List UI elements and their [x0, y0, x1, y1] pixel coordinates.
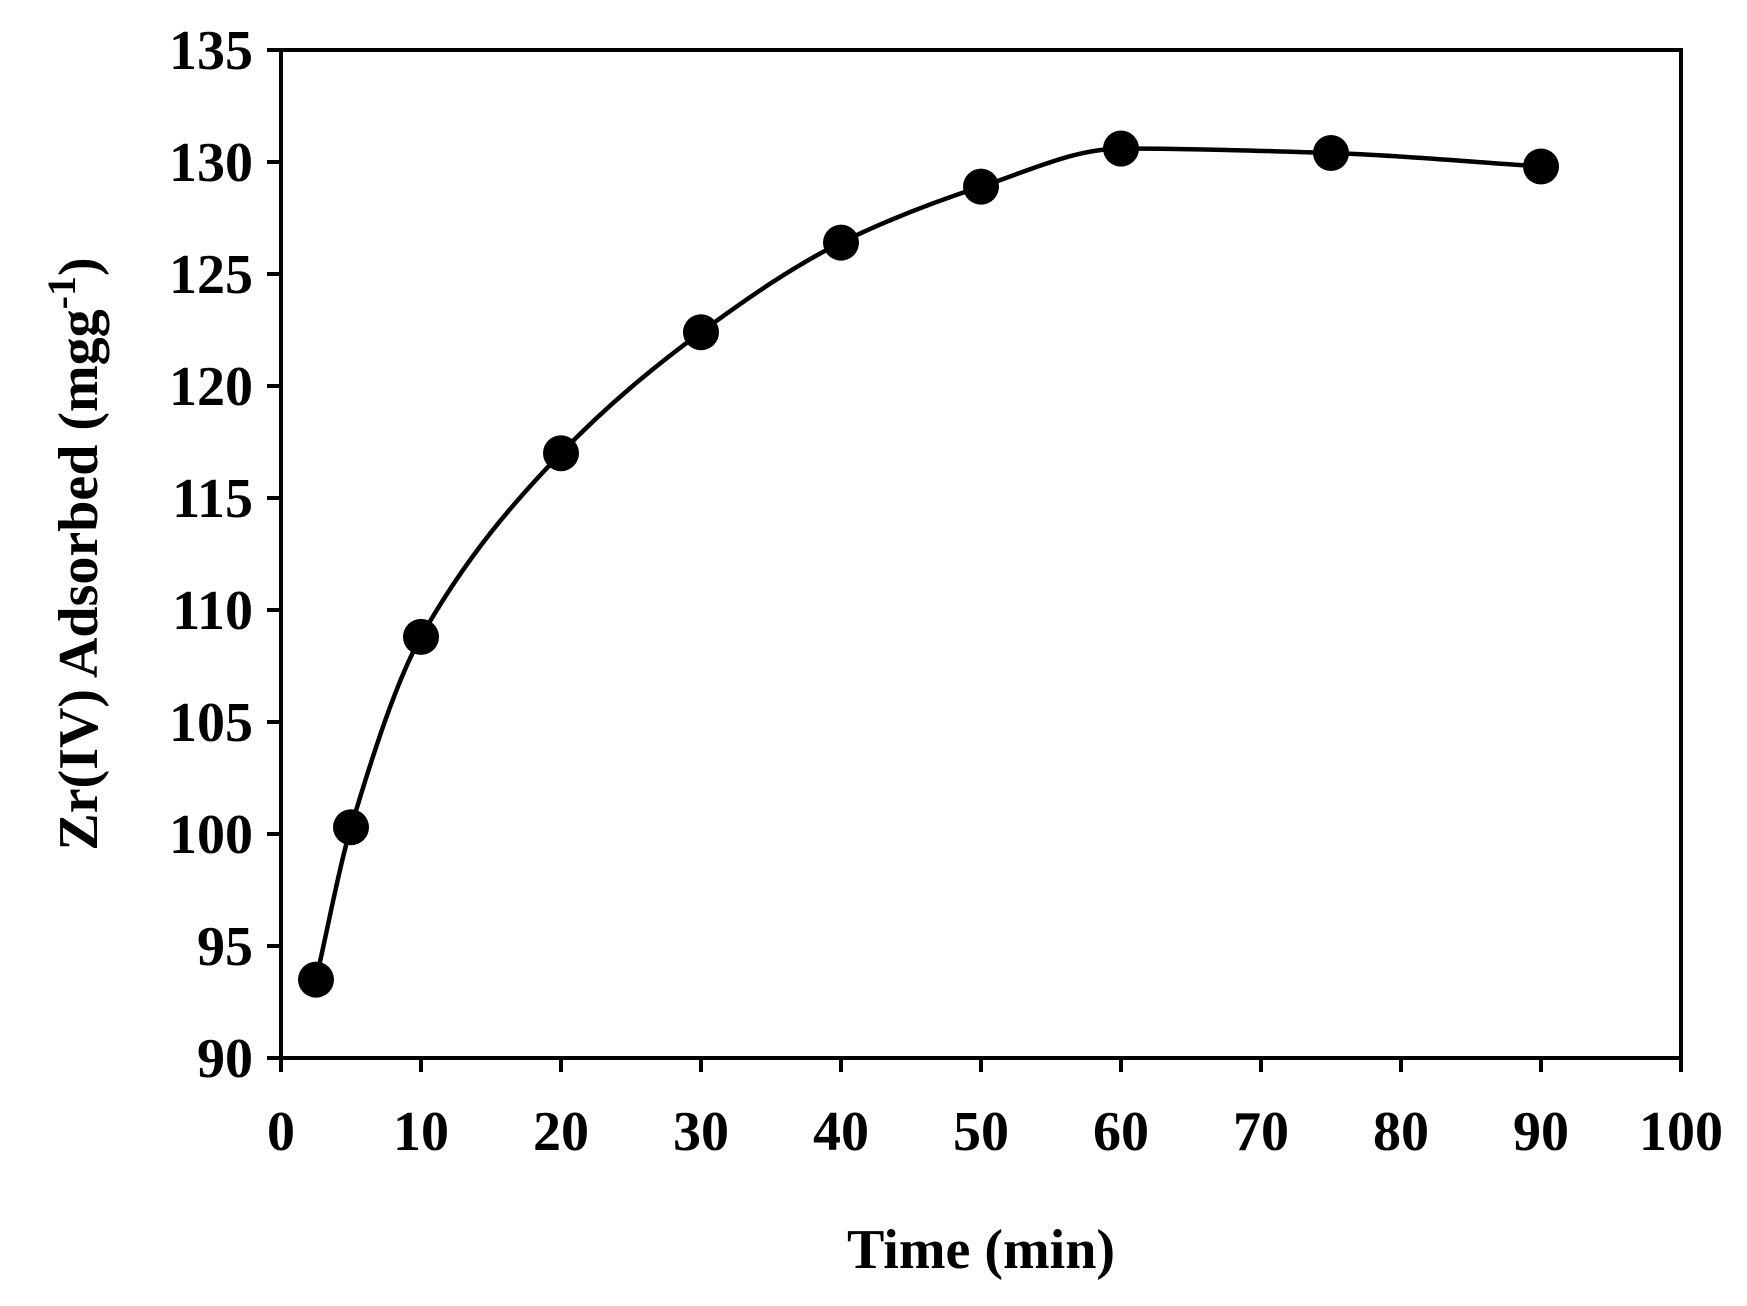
- y-axis-ticks: 90 95 100 105 110 115 120 125 130 135: [169, 20, 281, 1090]
- data-point: [1103, 130, 1139, 167]
- y-tick-label: 90: [197, 1028, 253, 1090]
- x-tick-label: 20: [533, 1101, 589, 1163]
- y-tick-label: 95: [197, 916, 253, 978]
- x-axis-title: Time (min): [847, 1219, 1115, 1281]
- data-point: [823, 224, 859, 261]
- y-tick-label: 105: [169, 692, 253, 754]
- x-tick-label: 30: [673, 1101, 729, 1163]
- x-tick-label: 60: [1093, 1101, 1149, 1163]
- x-axis-ticks: 0 10 20 30 40 50 60 70 80 90 100: [267, 1058, 1723, 1163]
- data-point: [683, 314, 719, 351]
- y-tick-label: 130: [169, 132, 253, 194]
- series-points: [298, 130, 1559, 998]
- x-tick-label: 0: [267, 1101, 295, 1163]
- y-tick-label: 135: [169, 20, 253, 82]
- y-axis-title-superscript: -1: [39, 276, 84, 309]
- data-point: [1313, 135, 1349, 172]
- y-axis-title-close: ): [48, 257, 110, 276]
- y-tick-label: 125: [169, 244, 253, 306]
- x-tick-label: 100: [1639, 1101, 1723, 1163]
- y-tick-label: 115: [172, 468, 253, 530]
- x-tick-label: 10: [393, 1101, 449, 1163]
- y-tick-label: 120: [169, 356, 253, 418]
- x-tick-label: 90: [1513, 1101, 1569, 1163]
- data-point: [1523, 148, 1559, 185]
- x-tick-label: 50: [953, 1101, 1009, 1163]
- x-tick-label: 40: [813, 1101, 869, 1163]
- x-tick-label: 80: [1373, 1101, 1429, 1163]
- y-axis-title-main: Zr(IV) Adsorbed (mgg: [48, 309, 110, 850]
- series-fitted-curve: [313, 146, 1542, 981]
- data-point: [298, 961, 334, 998]
- data-point: [333, 809, 369, 846]
- x-tick-label: 70: [1233, 1101, 1289, 1163]
- y-axis-title: Zr(IV) Adsorbed (mgg-1): [39, 257, 110, 850]
- plot-area: [279, 48, 1683, 1060]
- y-tick-label: 110: [172, 580, 253, 642]
- y-tick-label: 100: [169, 804, 253, 866]
- data-point: [543, 435, 579, 472]
- data-point: [963, 168, 999, 205]
- data-point: [403, 618, 439, 655]
